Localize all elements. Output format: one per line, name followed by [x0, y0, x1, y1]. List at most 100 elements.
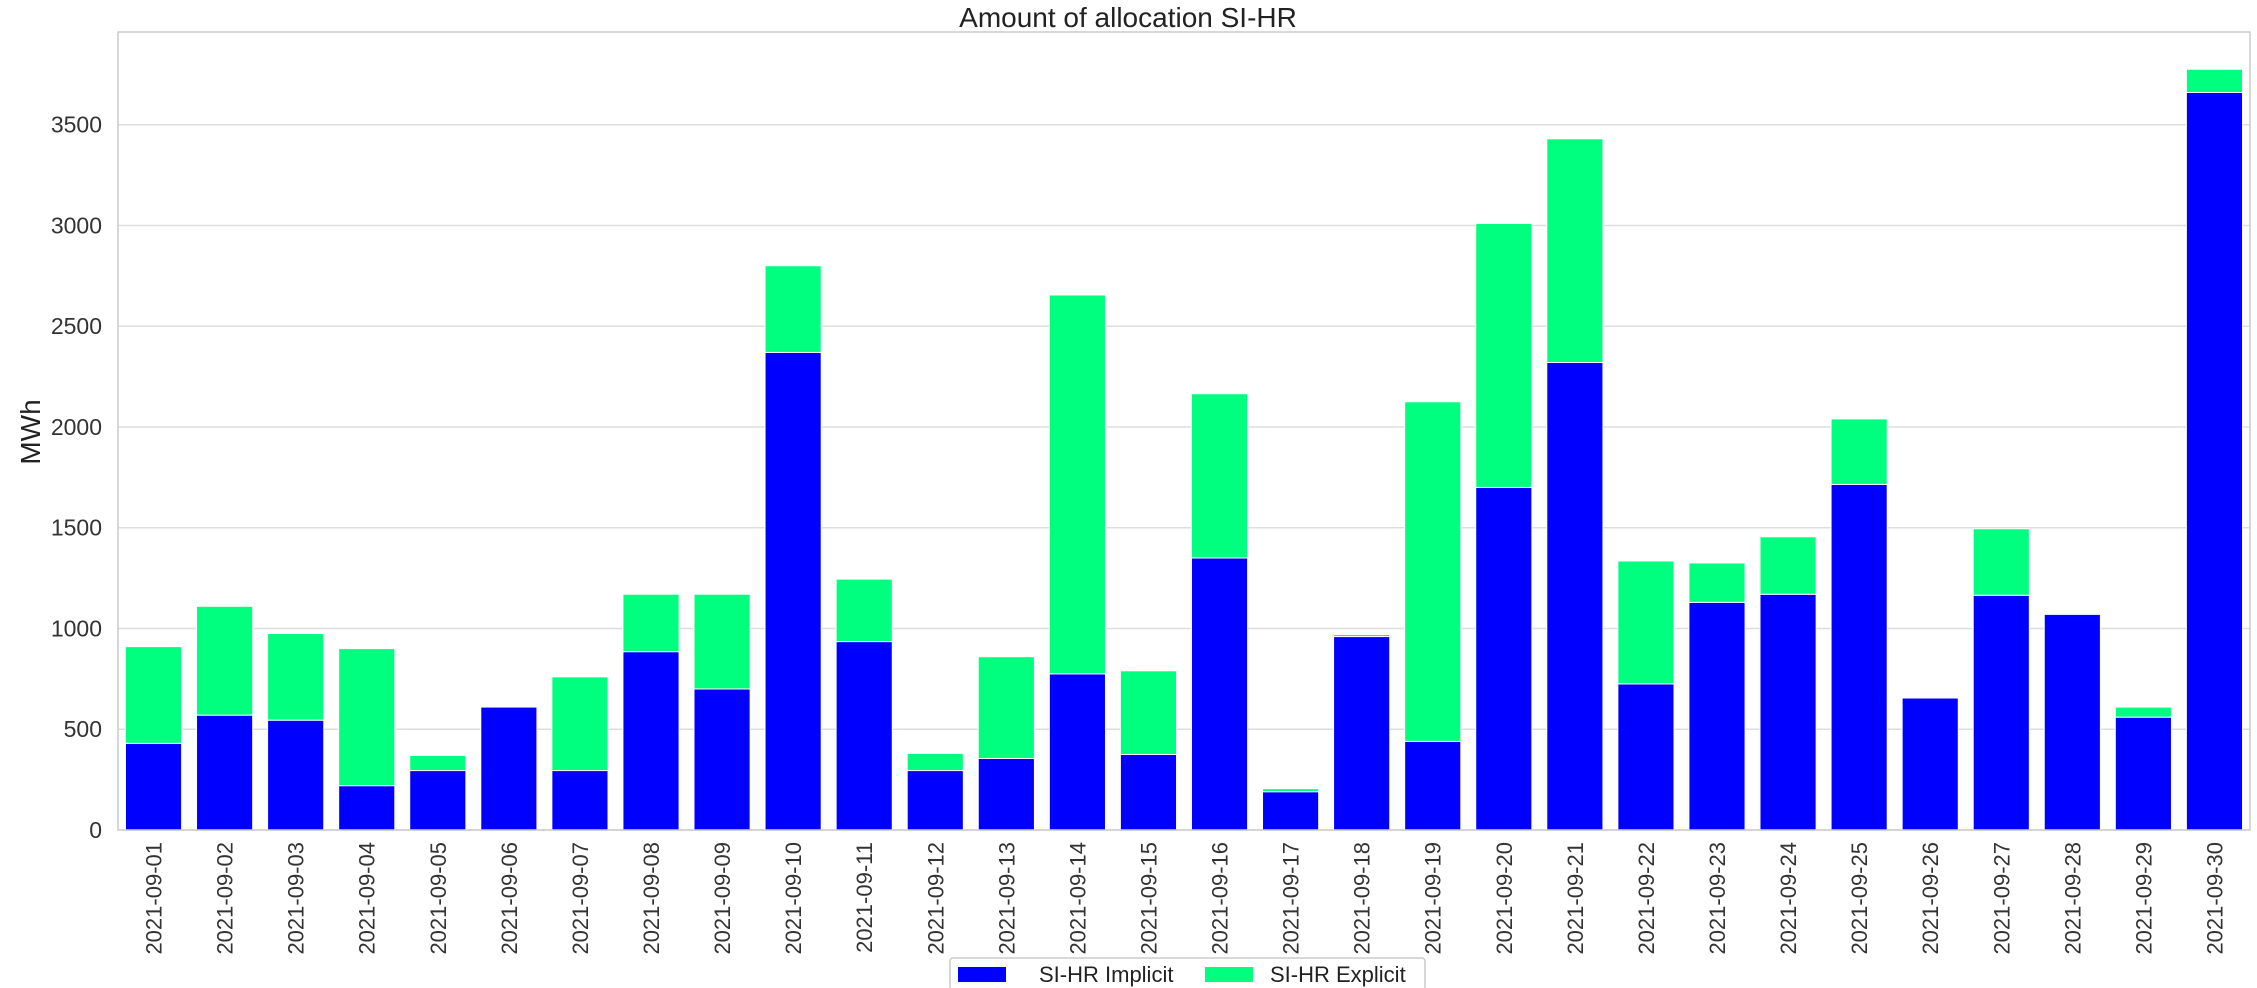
bar-implicit [2185, 91, 2244, 831]
plot-frame [117, 31, 2251, 831]
x-tick-label: 2021-09-28 [2060, 842, 2085, 955]
y-tick-label: 1500 [51, 515, 102, 541]
bar-implicit [196, 714, 254, 831]
bar-implicit [1262, 791, 1320, 831]
y-tick-label: 3000 [51, 212, 102, 238]
x-tick-label: 2021-09-13 [994, 842, 1019, 955]
x-tick-label: 2021-09-02 [213, 842, 238, 955]
bar-implicit [1617, 683, 1675, 831]
bar-implicit [409, 770, 467, 831]
bar-implicit [977, 757, 1035, 831]
x-tick-label: 2021-09-30 [2202, 842, 2227, 955]
x-tick-label: 2021-09-20 [1492, 842, 1517, 955]
x-tick-label: 2021-09-18 [1350, 842, 1375, 955]
x-tick-label: 2021-09-04 [355, 842, 380, 955]
x-tick-label: 2021-09-19 [1421, 842, 1446, 955]
y-tick-label: 0 [89, 817, 102, 843]
bar-explicit [1119, 670, 1178, 755]
legend-swatch-implicit [958, 967, 1006, 982]
bar-explicit [1048, 294, 1106, 675]
y-axis-ticks: 0 500 1000 1500 2000 2500 3000 3500 [51, 112, 102, 843]
y-tick-label: 500 [64, 716, 102, 742]
x-tick-label: 2021-09-03 [284, 842, 309, 955]
y-tick-label: 2000 [51, 414, 102, 440]
bar-implicit [2043, 613, 2101, 831]
legend-swatch-explicit [1205, 967, 1253, 982]
bar-implicit [1901, 697, 1959, 831]
x-tick-label: 2021-09-07 [568, 842, 593, 955]
bar-implicit [267, 719, 325, 831]
x-tick-label: 2021-09-22 [1634, 842, 1659, 955]
y-tick-label: 1000 [51, 615, 102, 641]
x-tick-label: 2021-09-12 [923, 842, 948, 955]
bar-explicit [409, 754, 467, 772]
bar-explicit [693, 593, 751, 690]
bar-explicit [267, 633, 325, 721]
x-tick-label: 2021-09-06 [497, 842, 522, 955]
x-tick-label: 2021-09-08 [639, 842, 664, 955]
x-tick-label: 2021-09-05 [426, 842, 451, 955]
x-tick-label: 2021-09-15 [1136, 842, 1161, 955]
bar-implicit [1404, 740, 1462, 831]
bar-implicit [1759, 593, 1817, 831]
bar-implicit [1048, 673, 1106, 831]
bar-explicit [1333, 634, 1391, 638]
bar-implicit [764, 351, 822, 831]
bar-implicit [338, 785, 396, 831]
bar-explicit [1759, 536, 1817, 595]
bar-explicit [196, 605, 254, 716]
bar-implicit [551, 770, 609, 831]
bar-explicit [2185, 68, 2244, 93]
bar-explicit [1404, 401, 1462, 742]
bar-explicit [906, 752, 964, 772]
bar-explicit [551, 676, 609, 772]
bar-implicit [1190, 557, 1249, 831]
x-tick-label: 2021-09-21 [1563, 842, 1588, 955]
y-tick-label: 2500 [51, 313, 102, 339]
legend-label-explicit: SI-HR Explicit [1270, 962, 1406, 987]
bar-explicit [1688, 562, 1746, 603]
x-tick-label: 2021-09-27 [1989, 842, 2014, 955]
bar-implicit [622, 651, 680, 831]
bar-explicit [1190, 393, 1249, 559]
bar-implicit [1546, 361, 1604, 831]
bar-implicit [906, 770, 964, 831]
x-tick-label: 2021-09-23 [1705, 842, 1730, 955]
bar-explicit [1475, 222, 1533, 488]
bar-implicit [1688, 601, 1746, 831]
bar-explicit [977, 656, 1035, 759]
x-tick-label: 2021-09-25 [1847, 842, 1872, 955]
bar-explicit [1617, 560, 1675, 685]
x-tick-label: 2021-09-14 [1065, 842, 1090, 955]
bar-explicit [1972, 528, 2030, 596]
x-tick-label: 2021-09-10 [781, 842, 806, 955]
bar-explicit [2114, 706, 2172, 718]
gridlines [118, 123, 2250, 831]
bar-explicit [1262, 788, 1320, 793]
bar-explicit [622, 593, 680, 653]
bar-implicit [835, 641, 893, 831]
chart-title: Amount of allocation SI-HR [959, 2, 1297, 33]
x-tick-label: 2021-09-11 [852, 842, 877, 953]
bar-explicit [124, 646, 183, 744]
legend-label-implicit: SI-HR Implicit [1039, 962, 1173, 987]
x-tick-label: 2021-09-01 [142, 842, 167, 955]
bar-implicit [2114, 716, 2172, 831]
bar-implicit [693, 688, 751, 831]
bar-implicit [1830, 483, 1888, 831]
bar-explicit [1546, 138, 1604, 363]
bar-explicit [1830, 418, 1888, 485]
y-axis-label: MWh [15, 399, 46, 464]
bar-implicit [124, 742, 183, 831]
x-tick-label: 2021-09-09 [710, 842, 735, 955]
legend-box [949, 957, 1426, 988]
bar-implicit [480, 706, 538, 831]
bar-implicit [1972, 594, 2030, 831]
bar-implicit [1333, 636, 1391, 831]
x-tick-label: 2021-09-17 [1279, 842, 1304, 955]
bar-implicit [1119, 753, 1178, 831]
bar-implicit [1475, 486, 1533, 831]
bar-explicit [835, 578, 893, 643]
x-axis-ticks: 2021-09-01 2021-09-02 2021-09-03 2021-09-04… [142, 842, 2228, 955]
